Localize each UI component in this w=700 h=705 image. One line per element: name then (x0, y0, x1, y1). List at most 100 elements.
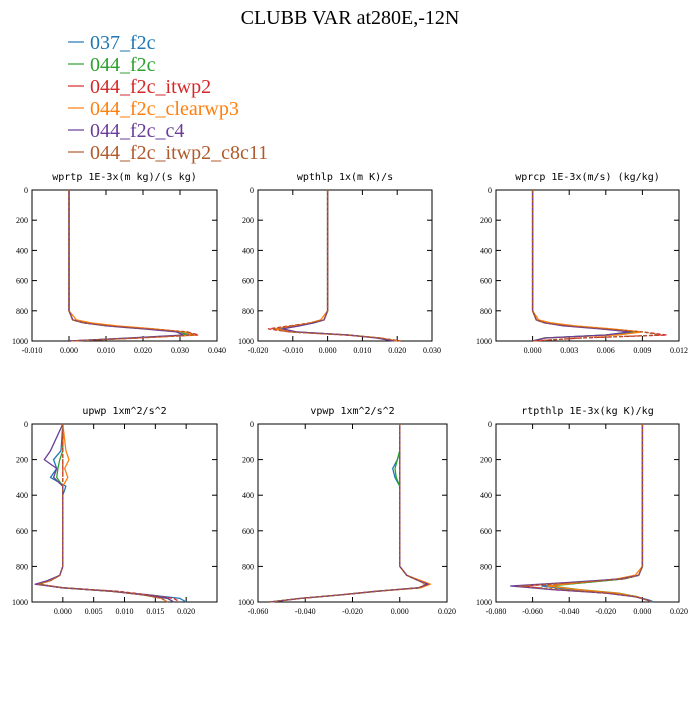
series-line (68, 190, 192, 342)
x-tick-label: 0.000 (54, 607, 72, 616)
legend-entry: 044_f2c_clearwp3 (68, 98, 239, 120)
series-line (37, 424, 181, 603)
y-tick-label: 600 (16, 527, 28, 536)
legend: 037_f2c044_f2c044_f2c_itwp2044_f2c_clear… (68, 32, 268, 164)
panels: wprtp 1E-3x(m kg)/(s kg) -0.010 0.000 0.010… (12, 172, 688, 616)
series-line (269, 424, 427, 603)
x-tick-label: -0.040 (295, 607, 316, 616)
plot-frame (31, 189, 218, 342)
x-tick-label: -0.020 (595, 607, 616, 616)
series-line (68, 190, 200, 342)
y-tick-label: 200 (480, 216, 492, 225)
x-tick-label: 0.006 (597, 346, 615, 355)
y-tick-label: 800 (480, 307, 492, 316)
y-tick-label: 600 (480, 527, 492, 536)
y-tick-label: 0 (250, 420, 254, 429)
series-line (68, 190, 196, 342)
legend-entry: 044_f2c_itwp2 (68, 76, 211, 98)
panel-title: vpwp 1xm^2/s^2 (310, 406, 394, 417)
legend-entry: 044_f2c (68, 54, 156, 76)
x-tick-label: 0.020 (670, 607, 688, 616)
series-line (531, 190, 668, 342)
y-tick-label: 0 (24, 186, 28, 195)
series-line (531, 190, 644, 342)
x-tick-label: 0.040 (208, 346, 226, 355)
x-tick-label: 0.000 (319, 346, 337, 355)
series-line (274, 190, 398, 342)
series-line (267, 190, 401, 342)
figure-title: CLUBB VAR at280E,-12N (241, 7, 460, 29)
y-tick-label: 1000 (476, 598, 492, 607)
x-tick-label: 0.020 (388, 346, 406, 355)
series-line (68, 190, 185, 342)
series-line (281, 190, 398, 342)
x-tick-label: -0.040 (559, 607, 580, 616)
legend-entry: 037_f2c (68, 32, 156, 54)
plot-frame (257, 189, 433, 342)
legend-entry: 044_f2c_itwp2_c8c11 (68, 142, 268, 164)
x-tick-label: 0.020 (177, 607, 195, 616)
x-tick-label: 0.020 (438, 607, 456, 616)
y-tick-label: 0 (24, 420, 28, 429)
legend-label: 044_f2c_c4 (90, 120, 184, 142)
x-tick-label: 0.009 (633, 346, 651, 355)
x-tick-label: -0.010 (282, 346, 303, 355)
x-tick-label: -0.060 (248, 607, 269, 616)
series-line (271, 190, 401, 342)
y-tick-label: 1000 (12, 598, 28, 607)
series-line (531, 190, 631, 342)
series-line (37, 423, 169, 603)
series-line (517, 424, 652, 603)
series-line (37, 424, 169, 603)
y-tick-label: 600 (16, 277, 28, 286)
series-line (281, 190, 394, 342)
series-line (34, 423, 175, 603)
panel: vpwp 1xm^2/s^2 -0.060 -0.040 -0.020 0.000 0.0… (238, 406, 456, 616)
y-tick-label: 600 (242, 527, 254, 536)
x-tick-label: 0.000 (633, 607, 651, 616)
series-line (531, 190, 637, 342)
plot-frame (495, 189, 680, 342)
panel-title: wprtp 1E-3x(m kg)/(s kg) (52, 172, 197, 183)
x-tick-label: 0.030 (423, 346, 441, 355)
legend-entry: 044_f2c_c4 (68, 120, 184, 142)
x-tick-label: -0.020 (342, 607, 363, 616)
y-tick-label: 600 (242, 277, 254, 286)
x-tick-label: 0.000 (60, 346, 78, 355)
x-tick-label: -0.010 (22, 346, 43, 355)
y-tick-label: 200 (242, 216, 254, 225)
x-tick-label: 0.000 (524, 346, 542, 355)
series-line (269, 424, 429, 603)
y-tick-label: 600 (480, 277, 492, 286)
y-tick-label: 0 (488, 186, 492, 195)
y-tick-label: 800 (242, 562, 254, 571)
y-tick-label: 200 (16, 216, 28, 225)
y-tick-label: 0 (250, 186, 254, 195)
legend-label: 044_f2c_clearwp3 (90, 98, 239, 120)
series-line (68, 190, 189, 342)
panel-title: wpthlp 1x(m K)/s (297, 172, 393, 183)
y-tick-label: 200 (16, 456, 28, 465)
series-line (269, 424, 427, 603)
y-tick-label: 200 (480, 456, 492, 465)
x-tick-label: 0.015 (146, 607, 164, 616)
y-tick-label: 1000 (238, 337, 254, 346)
series-line (269, 424, 429, 603)
series-line (68, 190, 196, 342)
x-tick-label: -0.020 (248, 346, 269, 355)
x-tick-label: 0.010 (353, 346, 371, 355)
plot-frame (495, 423, 680, 603)
x-tick-label: 0.010 (97, 346, 115, 355)
y-tick-label: 400 (242, 246, 254, 255)
y-tick-label: 800 (480, 562, 492, 571)
x-tick-label: 0.005 (85, 607, 103, 616)
panel: upwp 1xm^2/s^2 0.000 0.005 0.010 0.015 0.020 0… (12, 406, 218, 616)
y-tick-label: 400 (16, 246, 28, 255)
panel: wpthlp 1x(m K)/s -0.020 -0.010 0.000 0.010 0.… (238, 172, 441, 355)
legend-label: 044_f2c_itwp2 (90, 76, 211, 98)
x-tick-label: 0.012 (670, 346, 688, 355)
panel: wprtp 1E-3x(m kg)/(s kg) -0.010 0.000 0.010… (12, 172, 226, 355)
x-tick-label: -0.080 (486, 607, 507, 616)
